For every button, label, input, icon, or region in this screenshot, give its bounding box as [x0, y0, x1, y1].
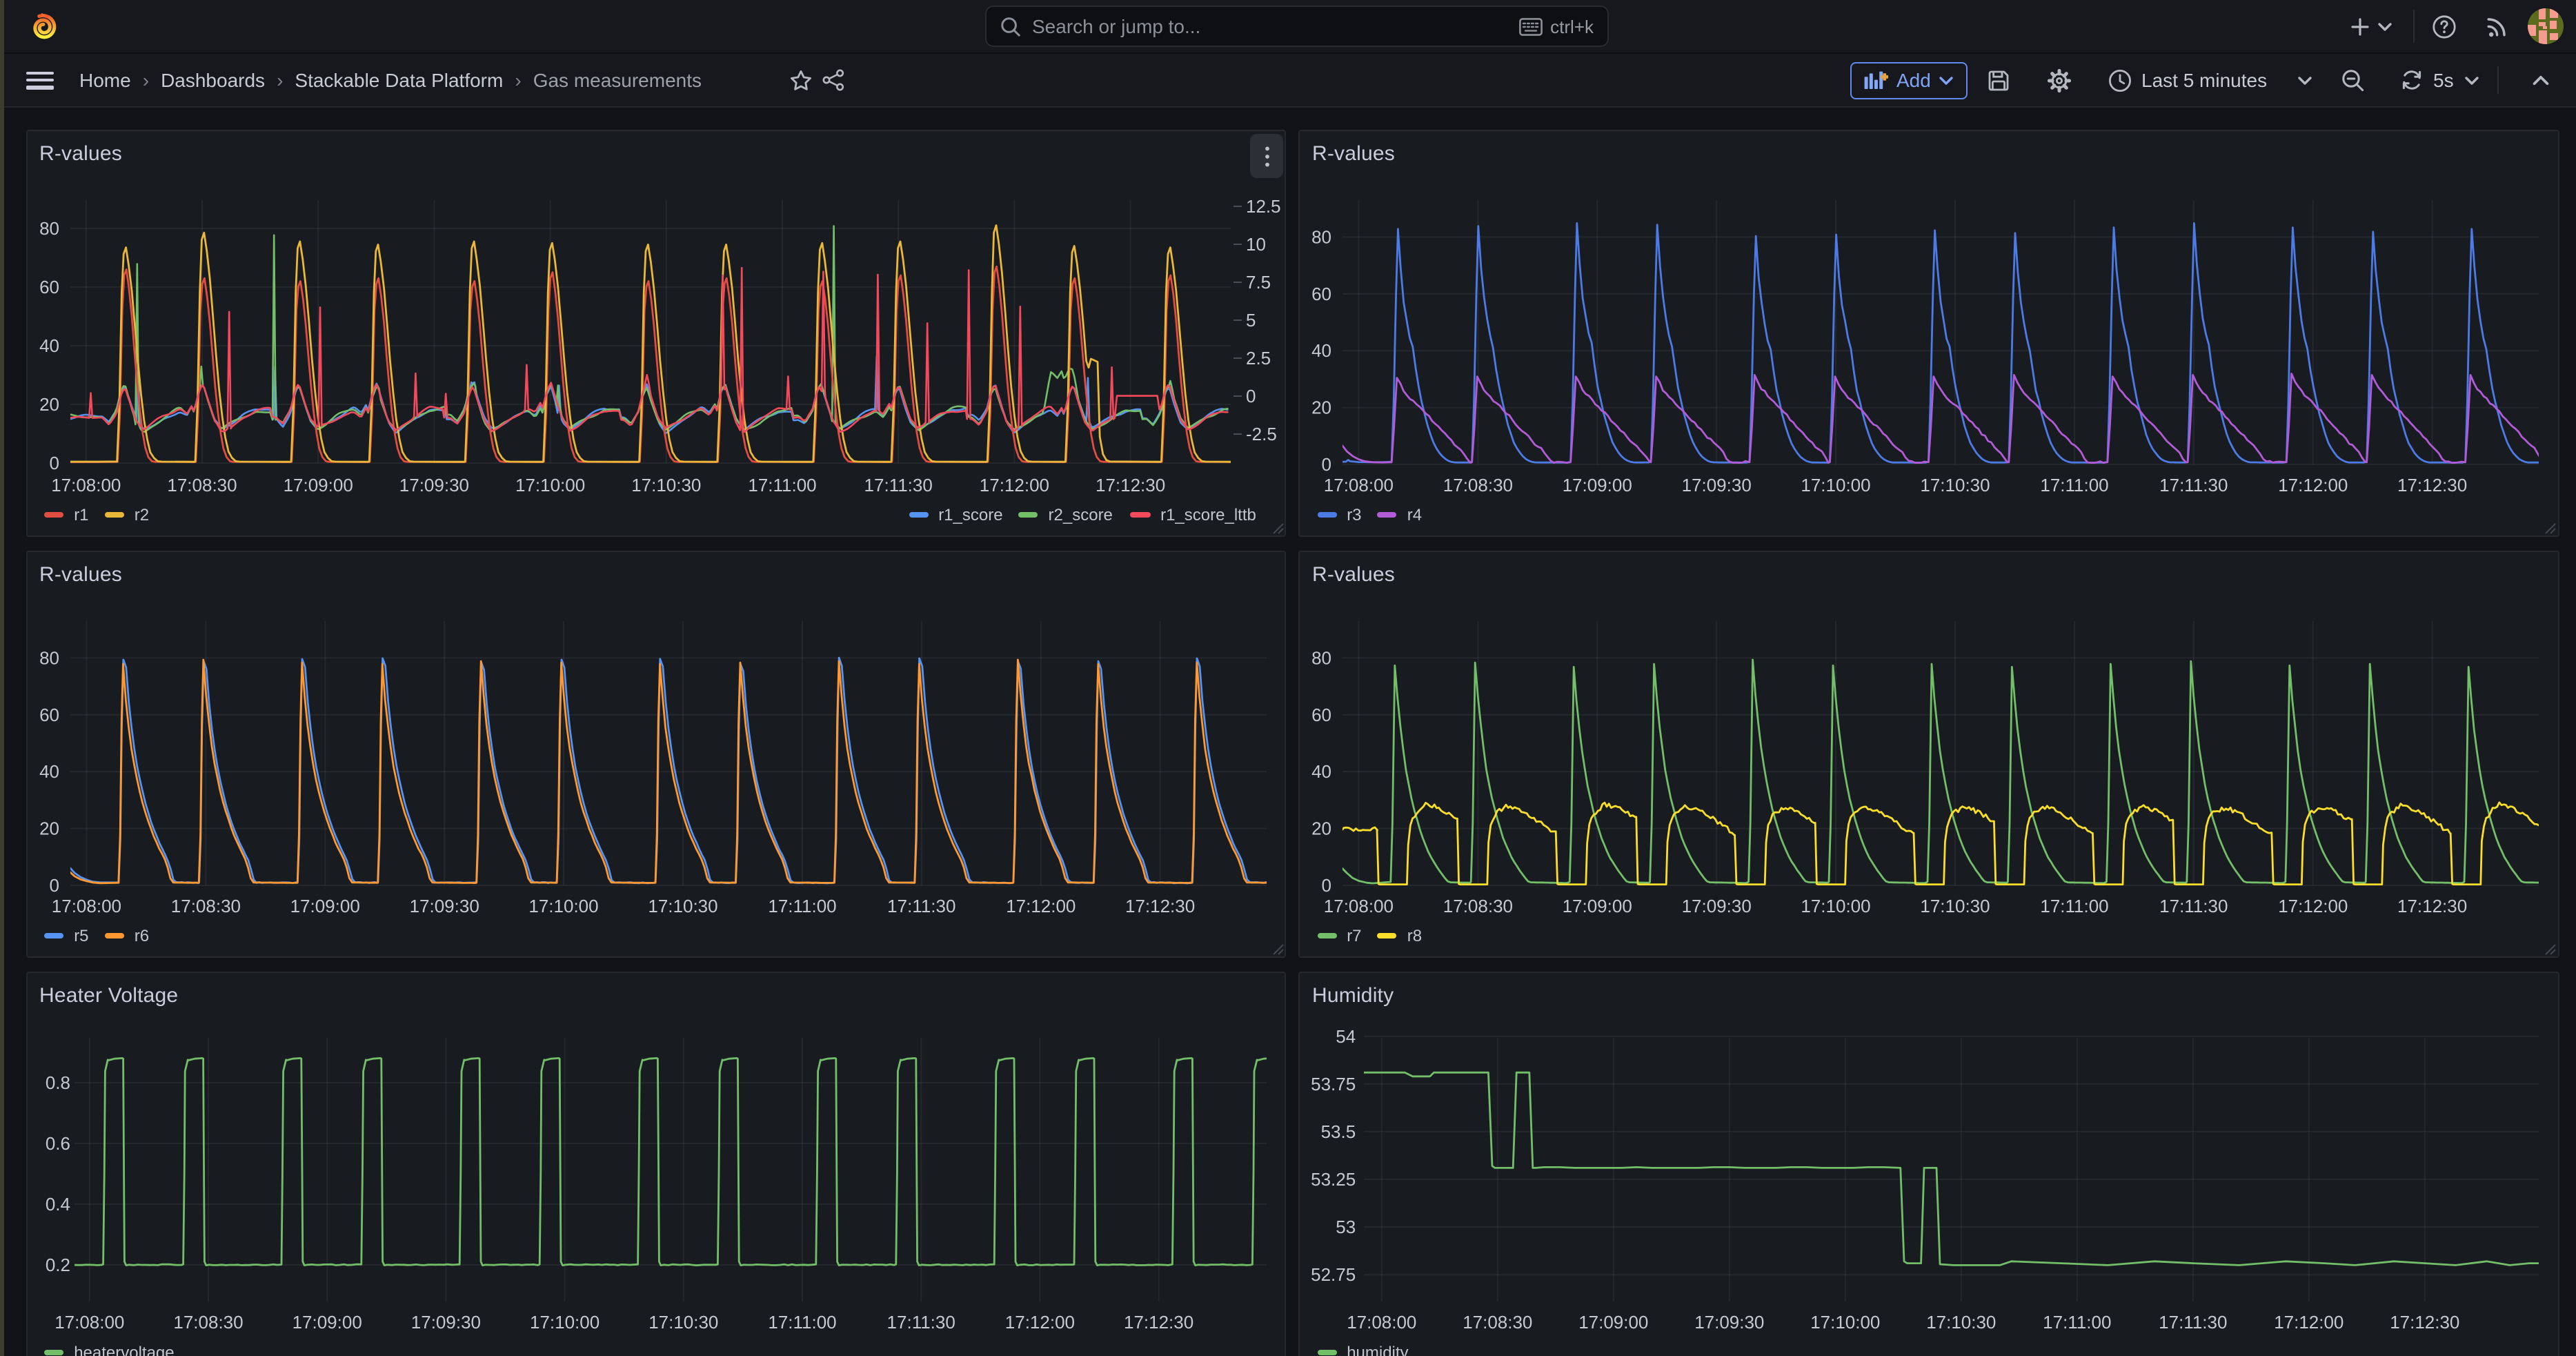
svg-text:17:12:00: 17:12:00 [2278, 475, 2348, 495]
svg-text:53.5: 53.5 [1321, 1121, 1356, 1142]
svg-text:17:11:30: 17:11:30 [2159, 896, 2228, 916]
svg-text:17:08:00: 17:08:00 [50, 475, 120, 495]
svg-text:60: 60 [39, 277, 59, 297]
svg-text:17:11:00: 17:11:00 [2040, 896, 2108, 916]
svg-text:17:12:00: 17:12:00 [2274, 1312, 2344, 1333]
svg-text:20: 20 [39, 818, 59, 839]
svg-text:0.2: 0.2 [45, 1255, 70, 1275]
svg-text:17:09:30: 17:09:30 [399, 475, 468, 495]
svg-text:17:08:00: 17:08:00 [1347, 1312, 1416, 1333]
svg-text:17:12:30: 17:12:30 [2390, 1312, 2459, 1333]
svg-text:17:08:00: 17:08:00 [1324, 896, 1394, 916]
svg-text:17:09:00: 17:09:00 [292, 1312, 361, 1333]
svg-text:17:08:00: 17:08:00 [51, 896, 121, 916]
svg-text:17:10:00: 17:10:00 [1801, 475, 1870, 495]
svg-text:20: 20 [39, 394, 59, 415]
svg-text:17:08:30: 17:08:30 [170, 896, 240, 916]
svg-text:17:11:30: 17:11:30 [2159, 1312, 2227, 1333]
svg-text:0: 0 [1245, 386, 1255, 406]
svg-text:17:10:00: 17:10:00 [1810, 1312, 1880, 1333]
svg-text:17:10:00: 17:10:00 [1801, 896, 1870, 916]
svg-text:17:09:00: 17:09:00 [290, 896, 359, 916]
svg-text:17:09:00: 17:09:00 [1563, 896, 1632, 916]
svg-text:17:09:00: 17:09:00 [283, 475, 353, 495]
svg-text:17:11:00: 17:11:00 [767, 896, 835, 916]
svg-text:17:10:30: 17:10:30 [647, 896, 717, 916]
svg-text:17:12:30: 17:12:30 [1124, 896, 1194, 916]
svg-text:60: 60 [1311, 284, 1331, 304]
svg-text:17:11:30: 17:11:30 [886, 896, 955, 916]
svg-text:0: 0 [1322, 875, 1331, 896]
svg-text:17:08:00: 17:08:00 [1324, 475, 1394, 495]
svg-text:17:11:00: 17:11:00 [2040, 475, 2108, 495]
svg-text:17:10:00: 17:10:00 [529, 1312, 599, 1333]
svg-text:10: 10 [1245, 234, 1265, 255]
svg-text:20: 20 [1311, 818, 1331, 839]
svg-text:17:09:00: 17:09:00 [1578, 1312, 1648, 1333]
svg-text:17:08:30: 17:08:30 [172, 1312, 242, 1333]
svg-text:17:08:30: 17:08:30 [166, 475, 236, 495]
svg-text:40: 40 [39, 335, 59, 356]
svg-text:0: 0 [1322, 454, 1331, 475]
svg-text:17:11:30: 17:11:30 [864, 475, 932, 495]
svg-text:17:12:30: 17:12:30 [2397, 475, 2467, 495]
svg-text:12.5: 12.5 [1245, 196, 1280, 217]
svg-text:0: 0 [49, 453, 59, 473]
svg-text:80: 80 [39, 218, 59, 239]
svg-text:2.5: 2.5 [1245, 348, 1270, 369]
svg-text:17:10:00: 17:10:00 [515, 475, 584, 495]
svg-text:17:12:00: 17:12:00 [1004, 1312, 1074, 1333]
svg-text:17:09:00: 17:09:00 [1563, 475, 1632, 495]
svg-text:-2.5: -2.5 [1245, 424, 1276, 444]
svg-text:17:12:30: 17:12:30 [2397, 896, 2467, 916]
svg-text:53.75: 53.75 [1311, 1074, 1356, 1094]
svg-text:80: 80 [39, 647, 59, 668]
svg-text:20: 20 [1311, 397, 1331, 418]
svg-text:17:08:30: 17:08:30 [1463, 1312, 1532, 1333]
svg-text:17:09:30: 17:09:30 [1682, 896, 1752, 916]
svg-text:17:08:30: 17:08:30 [1443, 475, 1513, 495]
svg-text:17:12:30: 17:12:30 [1095, 475, 1165, 495]
svg-text:17:10:30: 17:10:30 [1920, 896, 1990, 916]
svg-text:17:10:00: 17:10:00 [528, 896, 597, 916]
svg-text:5: 5 [1245, 310, 1255, 331]
svg-text:17:11:30: 17:11:30 [2159, 475, 2228, 495]
svg-text:17:10:30: 17:10:30 [648, 1312, 717, 1333]
svg-text:17:10:30: 17:10:30 [631, 475, 700, 495]
svg-text:17:11:00: 17:11:00 [2043, 1312, 2111, 1333]
svg-text:40: 40 [1311, 340, 1331, 361]
svg-text:52.75: 52.75 [1311, 1264, 1356, 1285]
svg-text:17:09:30: 17:09:30 [1682, 475, 1752, 495]
svg-text:60: 60 [39, 705, 59, 725]
svg-text:0.6: 0.6 [45, 1133, 70, 1154]
svg-text:7.5: 7.5 [1245, 272, 1270, 293]
svg-text:17:10:30: 17:10:30 [1920, 475, 1990, 495]
svg-text:53: 53 [1336, 1217, 1356, 1237]
svg-text:17:09:30: 17:09:30 [1694, 1312, 1764, 1333]
svg-text:17:12:30: 17:12:30 [1123, 1312, 1193, 1333]
svg-text:40: 40 [1311, 761, 1331, 782]
svg-text:17:11:30: 17:11:30 [886, 1312, 955, 1333]
svg-text:40: 40 [39, 761, 59, 782]
svg-text:54: 54 [1336, 1026, 1356, 1047]
svg-text:17:11:00: 17:11:00 [747, 475, 815, 495]
svg-text:0.4: 0.4 [45, 1194, 70, 1215]
svg-text:80: 80 [1311, 647, 1331, 668]
svg-text:17:08:00: 17:08:00 [54, 1312, 123, 1333]
svg-text:17:12:00: 17:12:00 [1005, 896, 1075, 916]
svg-text:17:08:30: 17:08:30 [1443, 896, 1513, 916]
svg-text:53.25: 53.25 [1311, 1169, 1356, 1190]
svg-text:17:09:30: 17:09:30 [410, 1312, 480, 1333]
svg-text:0.8: 0.8 [45, 1072, 70, 1093]
svg-text:60: 60 [1311, 705, 1331, 725]
svg-text:17:09:30: 17:09:30 [409, 896, 479, 916]
svg-text:80: 80 [1311, 226, 1331, 247]
svg-text:17:12:00: 17:12:00 [979, 475, 1049, 495]
svg-text:17:10:30: 17:10:30 [1926, 1312, 1996, 1333]
svg-text:0: 0 [49, 875, 59, 896]
svg-text:17:11:00: 17:11:00 [767, 1312, 835, 1333]
svg-text:17:12:00: 17:12:00 [2278, 896, 2348, 916]
